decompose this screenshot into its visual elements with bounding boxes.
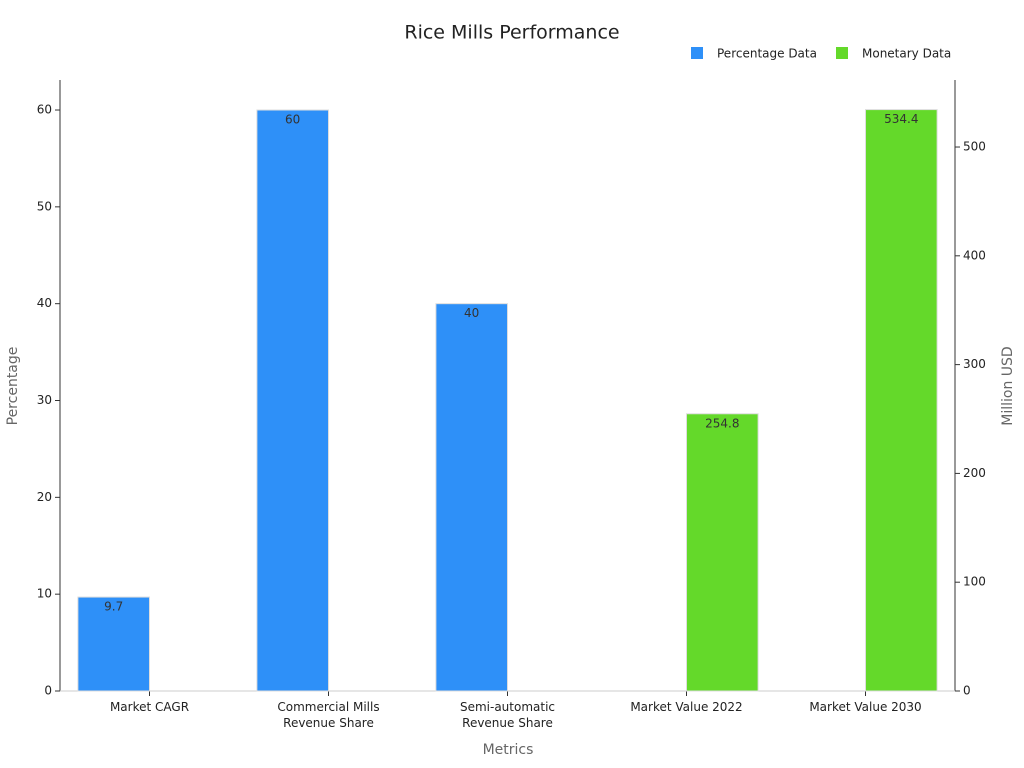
y2-tick-label: 300 [963,357,986,371]
y-tick-label: 30 [37,393,52,407]
y-tick-label: 20 [37,490,52,504]
bar [256,109,329,692]
value-label: 60 [285,113,300,127]
y2-tick-label: 100 [963,575,986,589]
x-tick-label: Commercial Mills Revenue Share [277,700,380,730]
legend-label: Percentage Data [717,47,817,61]
y2-axis-label: Million USD [1000,346,1016,425]
x-tick-label: Market Value 2022 [630,700,743,714]
bar [77,596,150,692]
value-label: 254.8 [705,416,739,430]
x-tick-label: Market CAGR [109,700,190,714]
y2-tick-label: 0 [963,684,971,698]
legend-label: Monetary Data [862,47,951,61]
legend-swatch [691,47,703,59]
value-label: 9.7 [104,600,123,614]
bar [686,413,759,692]
bar [865,109,938,692]
y-tick-label: 40 [37,296,52,310]
x-axis-label: Metrics [483,742,534,758]
legend-swatch [836,47,848,59]
value-label: 40 [464,306,479,320]
y2-tick-label: 500 [963,140,986,154]
y-tick-label: 0 [44,684,52,698]
x-tick-label: Semi-automatic Revenue Share [459,700,556,730]
y-tick-label: 10 [37,587,52,601]
chart-title: Rice Mills Performance [404,22,619,44]
y2-tick-label: 200 [963,466,986,480]
bar [435,303,508,692]
x-tick-label: Market Value 2030 [809,700,922,714]
y-tick-label: 50 [37,199,52,213]
value-label: 534.4 [884,112,918,126]
y-tick-label: 60 [37,103,52,117]
y2-tick-label: 400 [963,248,986,262]
y-axis-label: Percentage [5,347,21,426]
